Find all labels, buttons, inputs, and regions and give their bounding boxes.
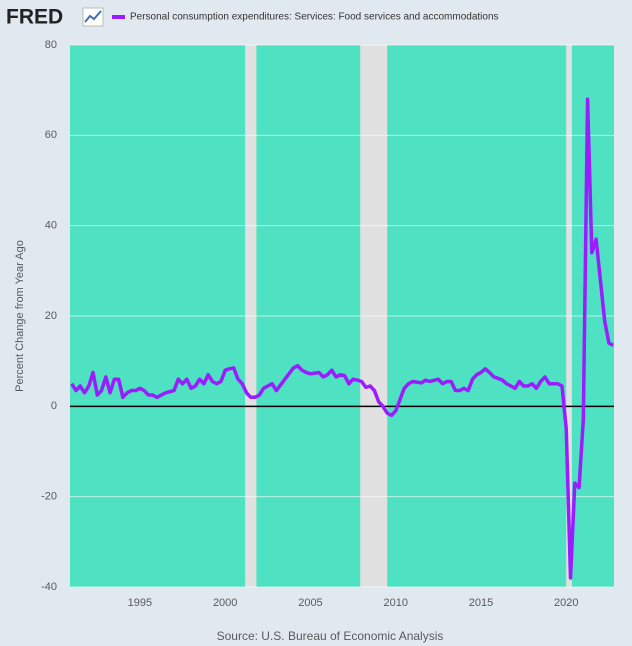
- y-tick-label: 80: [45, 39, 57, 51]
- y-tick-label: -20: [41, 491, 57, 503]
- legend-label: Personal consumption expenditures: Servi…: [130, 12, 499, 23]
- logo: FRED: [6, 6, 63, 29]
- y-tick-label: 0: [51, 400, 57, 412]
- logo-icon: [82, 7, 104, 27]
- y-tick-label: 20: [45, 310, 57, 322]
- data-line: [70, 97, 614, 580]
- x-tick-label: 2020: [554, 597, 578, 609]
- y-tick-label: 40: [45, 220, 57, 232]
- x-tick-label: 2005: [298, 597, 322, 609]
- y-axis-label: Percent Change from Year Ago: [14, 240, 26, 392]
- x-tick-label: 1995: [128, 597, 152, 609]
- x-tick-label: 2010: [383, 597, 407, 609]
- x-tick-label: 2015: [469, 597, 493, 609]
- source: Source: U.S. Bureau of Economic Analysis: [217, 629, 444, 643]
- y-tick-label: 60: [45, 129, 57, 141]
- y-tick-label: -40: [41, 581, 57, 593]
- x-tick-label: 2000: [213, 597, 237, 609]
